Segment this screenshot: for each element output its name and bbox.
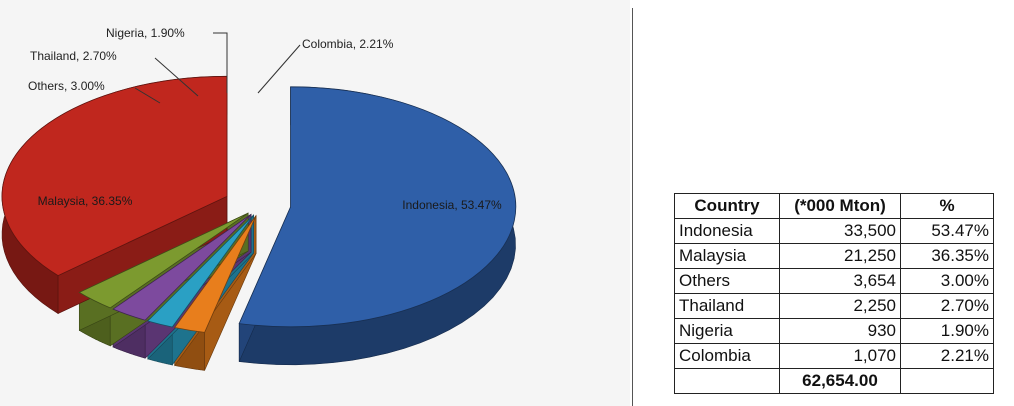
slice-label-colombia: Colombia, 2.21% (302, 37, 394, 51)
cell-percent: 1.90% (900, 318, 994, 344)
slice-malaysia (1, 75, 228, 277)
cell-percent: 2.70% (900, 293, 994, 319)
table-row: Malaysia 21,250 36.35% (674, 243, 994, 269)
cell-empty (900, 368, 994, 394)
leader-line-thailand (154, 57, 199, 97)
leader-line-nigeria (213, 32, 228, 93)
slice-label-others: Others, 3.00% (28, 79, 105, 93)
pie-chart: Indonesia, 53.47% Colombia, 2.21% Nigeria,… (1, 26, 517, 371)
leader-line-colombia (257, 44, 301, 94)
cell-empty (674, 368, 780, 394)
table-row: Colombia 1,070 2.21% (674, 343, 994, 369)
header-country: Country (674, 193, 780, 219)
slice-label-indonesia: Indonesia, 53.47% (402, 198, 502, 212)
cell-percent: 36.35% (900, 243, 994, 269)
panel-divider (632, 8, 633, 406)
cell-country: Malaysia (674, 243, 780, 269)
cell-volume: 3,654 (779, 268, 901, 294)
slice-label-nigeria: Nigeria, 1.90% (106, 26, 185, 40)
pie-chart-panel: Indonesia, 53.47% Colombia, 2.21% Nigeria,… (1, 26, 517, 371)
table-row: Thailand 2,250 2.70% (674, 293, 994, 319)
cell-country: Others (674, 268, 780, 294)
cell-percent: 3.00% (900, 268, 994, 294)
slice-thailand (112, 213, 252, 321)
header-percent: % (900, 193, 994, 219)
header-volume: (*000 Mton) (779, 193, 901, 219)
slice-label-thailand: Thailand, 2.70% (30, 49, 117, 63)
table-header-row: Country (*000 Mton) % (674, 193, 994, 219)
leader-line-others (134, 87, 161, 104)
slice-others (78, 212, 249, 309)
cell-total: 62,654.00 (779, 368, 901, 394)
cell-volume: 1,070 (779, 343, 901, 369)
slice-label-malaysia: Malaysia, 36.35% (38, 194, 133, 208)
cell-country: Colombia (674, 343, 780, 369)
slice-nigeria (147, 214, 254, 328)
slice-indonesia (238, 86, 517, 328)
table-row: Nigeria 930 1.90% (674, 318, 994, 344)
slice-labels: Indonesia, 53.47% Colombia, 2.21% Nigeria,… (28, 26, 502, 212)
cell-volume: 33,500 (779, 218, 901, 244)
production-table: Country (*000 Mton) % Indonesia 33,500 5… (674, 193, 994, 394)
slice-colombia (174, 215, 257, 333)
cell-country: Indonesia (674, 218, 780, 244)
cell-percent: 53.47% (900, 218, 994, 244)
cell-country: Thailand (674, 293, 780, 319)
table-total-row: 62,654.00 (674, 368, 994, 394)
cell-volume: 2,250 (779, 293, 901, 319)
table-row: Indonesia 33,500 53.47% (674, 218, 994, 244)
cell-percent: 2.21% (900, 343, 994, 369)
cell-country: Nigeria (674, 318, 780, 344)
cell-volume: 930 (779, 318, 901, 344)
pie-slices (1, 75, 517, 371)
table-row: Others 3,654 3.00% (674, 268, 994, 294)
cell-volume: 21,250 (779, 243, 901, 269)
